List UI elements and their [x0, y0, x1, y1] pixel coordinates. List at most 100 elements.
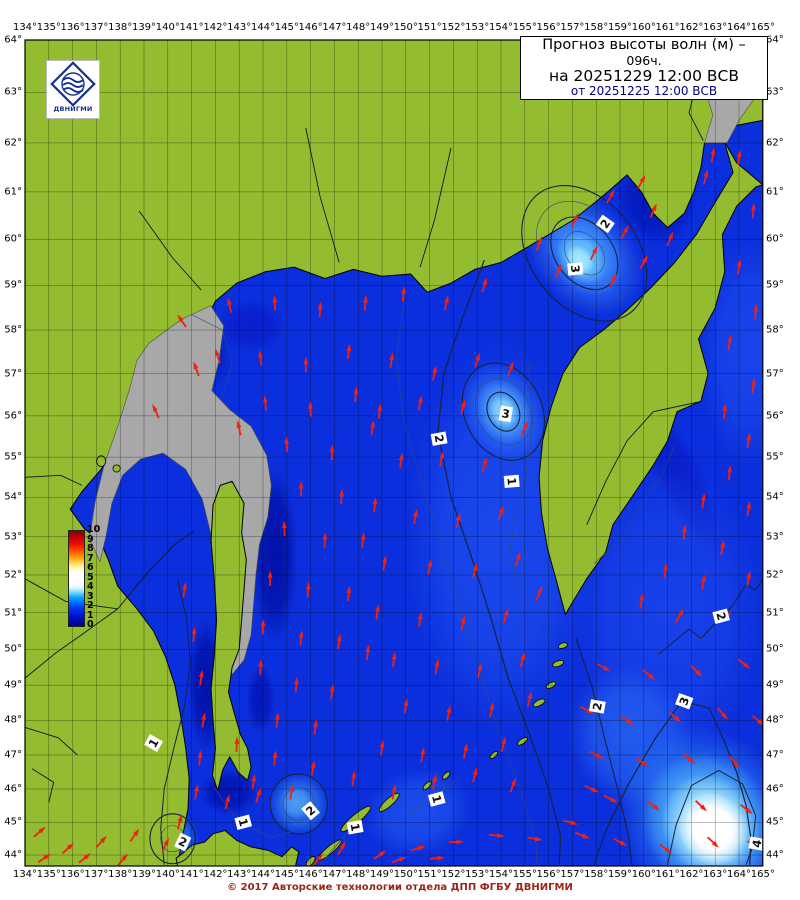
river-line — [419, 147, 452, 268]
lon-tick-label: 141° — [179, 22, 204, 33]
lon-tick-label: 140° — [155, 22, 180, 33]
lat-tick-label: 47° — [4, 749, 22, 761]
lon-tick-label: 146° — [298, 869, 323, 880]
contour-value-label: 3 — [675, 692, 694, 710]
copyright-line: © 2017 Авторские технологии отдела ДПП Ф… — [227, 882, 573, 893]
lon-tick-label: 150° — [393, 869, 418, 880]
lon-tick-label: 152° — [441, 869, 466, 880]
river-line — [586, 401, 699, 526]
lat-tick-label: 54° — [766, 491, 784, 503]
contour-value-label: 1 — [144, 734, 164, 752]
wave-height-blob — [246, 664, 275, 735]
lon-tick-label: 163° — [703, 22, 728, 33]
lat-tick-label: 45° — [4, 816, 22, 828]
contour-value-label: 2 — [430, 431, 448, 446]
lat-tick-label: 53° — [4, 531, 22, 543]
legend-tick: 5 — [87, 571, 94, 583]
lon-tick-label: 165° — [750, 869, 775, 880]
lat-tick-label: 61° — [4, 186, 22, 198]
title-line-1: Прогноз высоты волн (м) – — [542, 37, 746, 54]
wave-contour-line — [395, 289, 538, 865]
contour-value-label: 2 — [588, 699, 606, 714]
lat-tick-label: 49° — [4, 679, 22, 691]
contour-value-label: 2 — [174, 832, 192, 852]
forecast-title-box: Прогноз высоты волн (м) – 096ч. на 20251… — [520, 36, 768, 100]
contour-value-label: 1 — [346, 820, 364, 835]
lon-tick-label: 144° — [250, 22, 276, 33]
lat-tick-label: 50° — [766, 643, 784, 655]
lon-tick-label: 148° — [346, 22, 371, 33]
lon-tick-label: 153° — [465, 869, 490, 880]
legend-tick: 8 — [87, 542, 94, 554]
lat-tick-label: 59° — [4, 279, 22, 291]
lat-tick-label: 57° — [766, 368, 784, 380]
wave-contour-line — [160, 578, 191, 865]
legend-tick: 9 — [87, 533, 94, 545]
lon-tick-label: 153° — [465, 22, 490, 33]
svg-text:2: 2 — [590, 701, 605, 711]
wave-contour-ring — [269, 773, 328, 835]
wave-contour-ring — [521, 185, 648, 322]
wave-contour-ring — [486, 391, 521, 432]
lon-tick-label: 145° — [274, 869, 299, 880]
lon-tick-label: 156° — [536, 869, 561, 880]
lon-tick-label: 157° — [560, 22, 585, 33]
lon-tick-label: 150° — [393, 22, 418, 33]
land-islet — [422, 781, 432, 791]
land-islet — [378, 792, 400, 812]
lon-tick-label: 142° — [203, 869, 228, 880]
title-line-2: 096ч. — [626, 52, 662, 68]
lon-tick-label: 162° — [679, 22, 704, 33]
lon-tick-label: 147° — [322, 22, 347, 33]
lat-tick-label: 53° — [766, 531, 784, 543]
land-islet — [532, 698, 546, 708]
lat-tick-label: 59° — [766, 279, 784, 291]
lon-tick-label: 138° — [108, 869, 133, 880]
wave-height-legend: 10 9 8 7 6 5 4 3 2 1 0 — [68, 524, 102, 630]
lat-tick-label: 56° — [766, 410, 784, 422]
lon-tick-label: 149° — [369, 22, 395, 33]
lon-tick-label: 162° — [679, 869, 704, 880]
lon-tick-label: 159° — [607, 869, 633, 880]
lat-tick-label: 49° — [766, 679, 784, 691]
lat-tick-label: 51° — [4, 607, 22, 618]
river-line — [25, 726, 78, 756]
lon-tick-label: 146° — [298, 22, 323, 33]
lon-tick-label: 158° — [584, 22, 609, 33]
lon-tick-label: 144° — [250, 869, 276, 880]
dvnigmi-logo: ДВНИГМИ — [46, 60, 100, 119]
lat-tick-label: 60° — [4, 233, 22, 245]
lon-tick-label: 160° — [631, 869, 656, 880]
land-islet — [552, 660, 565, 668]
lat-tick-label: 45° — [766, 816, 784, 828]
lat-tick-label: 48° — [4, 714, 22, 726]
lon-tick-label: 155° — [512, 869, 537, 880]
lon-tick-label: 147° — [322, 869, 347, 880]
svg-text:1: 1 — [429, 793, 445, 804]
lat-tick-label: 50° — [4, 643, 22, 655]
river-line — [25, 474, 83, 486]
lat-tick-label: 64° — [766, 34, 784, 46]
land-islet — [557, 642, 568, 649]
wave-contour-line — [437, 259, 562, 865]
legend-tick: 4 — [87, 580, 94, 592]
svg-text:4: 4 — [749, 838, 764, 848]
lon-tick-label: 159° — [607, 22, 633, 33]
lat-tick-label: 54° — [4, 491, 22, 503]
lon-tick-label: 161° — [655, 22, 680, 33]
lon-tick-label: 137° — [84, 22, 109, 33]
lon-tick-label: 138° — [108, 22, 133, 33]
wave-contour-ring — [550, 216, 619, 291]
logo-wave-diamond-icon — [50, 61, 96, 107]
svg-text:3: 3 — [501, 406, 511, 421]
lat-tick-label: 55° — [766, 451, 784, 463]
wave-contour-ring — [536, 200, 633, 306]
lat-tick-label: 48° — [766, 714, 784, 726]
lon-tick-label: 136° — [60, 869, 85, 880]
legend-tick: 0 — [87, 618, 94, 630]
lat-tick-label: 44° — [766, 849, 784, 861]
map-border — [24, 39, 764, 867]
wave-contour-line — [508, 364, 534, 591]
